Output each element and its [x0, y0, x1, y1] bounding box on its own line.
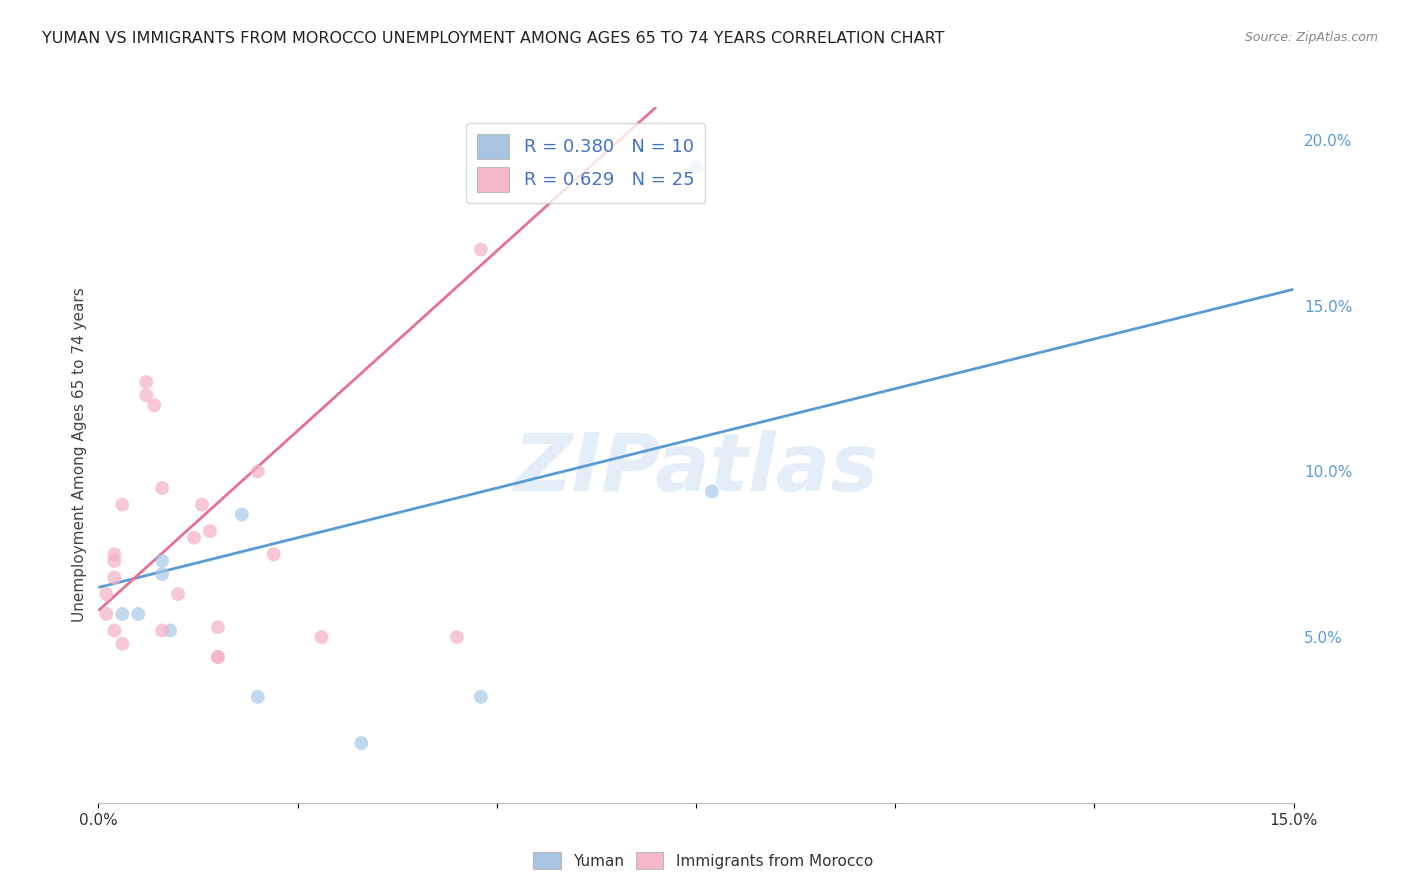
- Point: [127, 607, 149, 621]
- Point: [685, 160, 707, 174]
- Point: [150, 554, 173, 568]
- Text: ZIPatlas: ZIPatlas: [513, 430, 879, 508]
- Point: [135, 388, 157, 402]
- Point: [150, 481, 173, 495]
- Text: YUMAN VS IMMIGRANTS FROM MOROCCO UNEMPLOYMENT AMONG AGES 65 TO 74 YEARS CORRELAT: YUMAN VS IMMIGRANTS FROM MOROCCO UNEMPLO…: [42, 31, 945, 46]
- Point: [246, 465, 269, 479]
- Point: [103, 554, 125, 568]
- Point: [231, 508, 253, 522]
- Text: Source: ZipAtlas.com: Source: ZipAtlas.com: [1244, 31, 1378, 45]
- Point: [96, 607, 118, 621]
- Point: [150, 624, 173, 638]
- Legend: Yuman, Immigrants from Morocco: Yuman, Immigrants from Morocco: [527, 846, 879, 875]
- Point: [470, 243, 492, 257]
- Point: [446, 630, 468, 644]
- Point: [207, 650, 229, 665]
- Y-axis label: Unemployment Among Ages 65 to 74 years: Unemployment Among Ages 65 to 74 years: [72, 287, 87, 623]
- Point: [111, 607, 134, 621]
- Point: [470, 690, 492, 704]
- Point: [183, 531, 205, 545]
- Point: [207, 620, 229, 634]
- Point: [198, 524, 221, 538]
- Point: [111, 637, 134, 651]
- Point: [96, 587, 118, 601]
- Point: [700, 484, 723, 499]
- Point: [191, 498, 214, 512]
- Point: [350, 736, 373, 750]
- Point: [159, 624, 181, 638]
- Point: [246, 690, 269, 704]
- Point: [311, 630, 333, 644]
- Point: [103, 547, 125, 561]
- Point: [143, 398, 166, 412]
- Point: [207, 650, 229, 665]
- Point: [167, 587, 190, 601]
- Point: [135, 375, 157, 389]
- Point: [150, 567, 173, 582]
- Point: [263, 547, 285, 561]
- Point: [111, 498, 134, 512]
- Point: [103, 570, 125, 584]
- Legend: R = 0.380   N = 10, R = 0.629   N = 25: R = 0.380 N = 10, R = 0.629 N = 25: [465, 123, 706, 203]
- Point: [103, 624, 125, 638]
